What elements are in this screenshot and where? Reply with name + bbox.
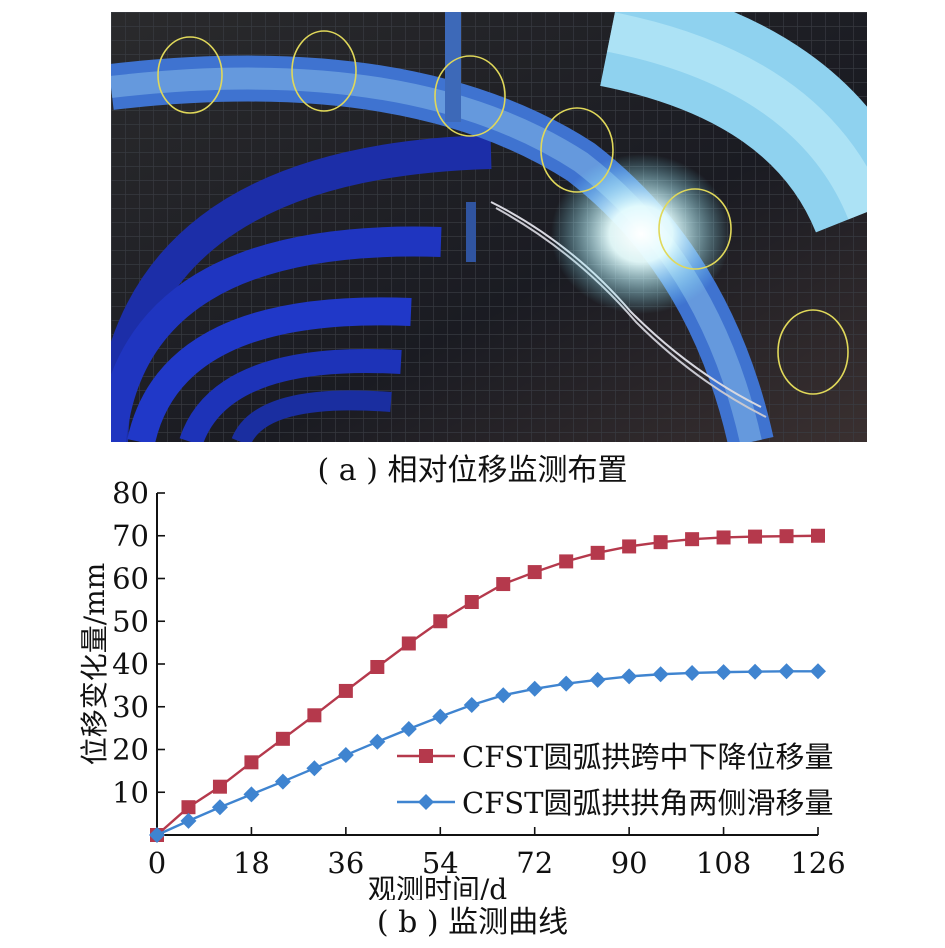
series-2-point (589, 671, 606, 688)
series-1-point (559, 554, 574, 569)
legend-swatch-marker (419, 749, 433, 763)
series-1-point (401, 636, 416, 651)
series-1-point (464, 595, 479, 610)
series-2-point (337, 747, 354, 764)
caption-a: ( a ) 相对位移监测布置 (317, 453, 628, 488)
series-2-point (274, 773, 291, 790)
caption-b: ( b ) 监测曲线 (376, 905, 569, 940)
series-2-point (778, 663, 795, 680)
series-1-point (527, 565, 542, 580)
series-1-point (181, 800, 196, 815)
series-2-point (526, 680, 543, 697)
y-tick-label: 70 (112, 519, 149, 553)
series-1-point (275, 731, 290, 746)
series-2-point (369, 733, 386, 750)
series-2-point (495, 687, 512, 704)
series-2-point (306, 760, 323, 777)
series-2-point (243, 786, 260, 803)
series-2-point (400, 720, 417, 737)
legend-swatch-marker (418, 794, 434, 810)
x-tick-label: 108 (696, 846, 751, 880)
x-tick-label: 0 (148, 846, 166, 880)
series-1-point (307, 708, 322, 723)
series-2-point (621, 668, 638, 685)
series-1-point (244, 755, 259, 770)
y-tick-label: 20 (112, 733, 149, 767)
chart-axes: 10 20 30 40 50 60 70 80 0 18 36 54 72 90 108 126 观测时间/d 位… (78, 480, 846, 900)
y-tick-label: 50 (112, 604, 149, 638)
x-tick-label: 18 (233, 846, 270, 880)
series-2-point (211, 799, 228, 816)
series-2-point (747, 663, 764, 680)
x-tick-label: 72 (516, 846, 553, 880)
series-2-point (684, 664, 701, 681)
series-1-point (748, 529, 763, 544)
series-1 (150, 528, 825, 842)
series-1-point (590, 545, 605, 560)
y-tick-label: 80 (112, 480, 149, 510)
x-tick-label: 126 (790, 846, 845, 880)
series-1-point (212, 779, 227, 794)
series-2-point (432, 708, 449, 725)
series-1-point (433, 614, 448, 629)
series-2-point (652, 666, 669, 683)
displacement-chart: 10 20 30 40 50 60 70 80 0 18 36 54 72 90 108 126 观测时间/d 位… (78, 480, 846, 900)
chart-legend: CFST圆弧拱跨中下降位移量 CFST圆弧拱拱角两侧滑移量 (397, 740, 834, 820)
series-1-point (779, 529, 794, 544)
series-1-point (496, 577, 511, 592)
y-axis-title: 位移变化量/mm (78, 563, 111, 766)
chart-series (149, 528, 826, 843)
series-1-point (811, 528, 825, 543)
series-1-line (156, 534, 819, 836)
series-1-point (685, 532, 700, 547)
series-1-point (622, 539, 637, 554)
y-tick-label: 30 (112, 690, 149, 724)
series-2-point (558, 675, 575, 692)
series-2-point (149, 827, 165, 843)
series-1-point (370, 659, 385, 674)
legend-label: CFST圆弧拱拱角两侧滑移量 (462, 786, 834, 820)
series-1-point (338, 683, 353, 698)
y-tick-label: 60 (112, 562, 149, 596)
series-2-point (810, 663, 826, 680)
series-2-point (180, 812, 197, 829)
x-tick-label: 54 (422, 846, 459, 880)
tunnel-arch-photo (111, 12, 867, 442)
series-2-point (463, 697, 480, 714)
x-tick-label: 36 (327, 846, 364, 880)
x-tick-label: 90 (611, 846, 648, 880)
y-tick-label: 40 (112, 647, 149, 681)
x-axis-title: 观测时间/d (368, 873, 507, 900)
series-2 (149, 663, 826, 843)
y-tick-label: 10 (112, 775, 149, 809)
series-2-point (715, 664, 732, 681)
series-2-line (156, 670, 818, 837)
series-1-point (653, 535, 668, 550)
series-1-point (716, 530, 731, 545)
legend-label: CFST圆弧拱跨中下降位移量 (462, 740, 834, 774)
